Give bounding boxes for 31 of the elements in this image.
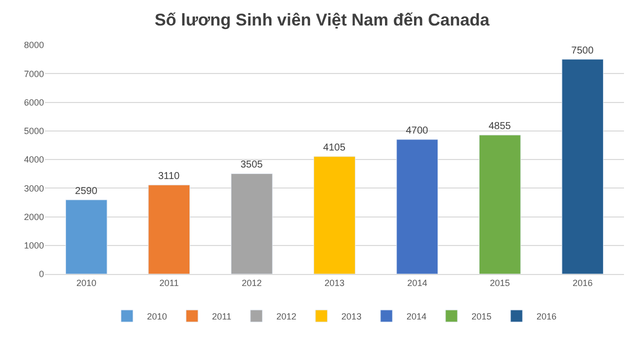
x-tick-label: 2010: [76, 278, 96, 288]
legend-label: 2011: [212, 311, 232, 322]
y-tick-label: 2000: [24, 212, 44, 222]
legend-label: 2014: [406, 311, 426, 322]
y-tick-label: 1000: [24, 240, 44, 251]
x-tick-label: 2015: [490, 278, 510, 288]
x-tick-label: 2016: [572, 278, 593, 288]
legend-label: 2013: [341, 311, 362, 322]
y-tick-label: 0: [38, 269, 44, 280]
legend-label: 2010: [147, 311, 168, 322]
x-tick-label: 2011: [159, 278, 179, 288]
y-tick-label: 8000: [24, 40, 44, 50]
y-tick-label: 6000: [24, 97, 44, 108]
y-tick-label: 4000: [24, 154, 44, 165]
data-label: 7500: [571, 45, 594, 56]
data-label: 4700: [406, 125, 429, 136]
data-label: 4105: [323, 142, 346, 154]
legend-label: 2015: [471, 311, 492, 322]
data-label: 3110: [158, 170, 180, 182]
legend-label: 2012: [276, 311, 296, 322]
data-label: 4855: [488, 121, 512, 132]
y-tick-label: 7000: [24, 68, 44, 79]
y-tick-label: 5000: [24, 126, 44, 136]
y-tick-label: 3000: [24, 183, 44, 194]
x-tick-label: 2013: [324, 278, 345, 288]
chart-title: Số lương Sinh viên Việt Nam đến Canada: [154, 10, 490, 30]
x-tick-label: 2014: [407, 278, 428, 288]
data-label: 3505: [240, 160, 264, 171]
data-label: 2590: [75, 186, 98, 197]
legend-label: 2016: [536, 311, 557, 322]
x-tick-label: 2012: [242, 278, 262, 288]
